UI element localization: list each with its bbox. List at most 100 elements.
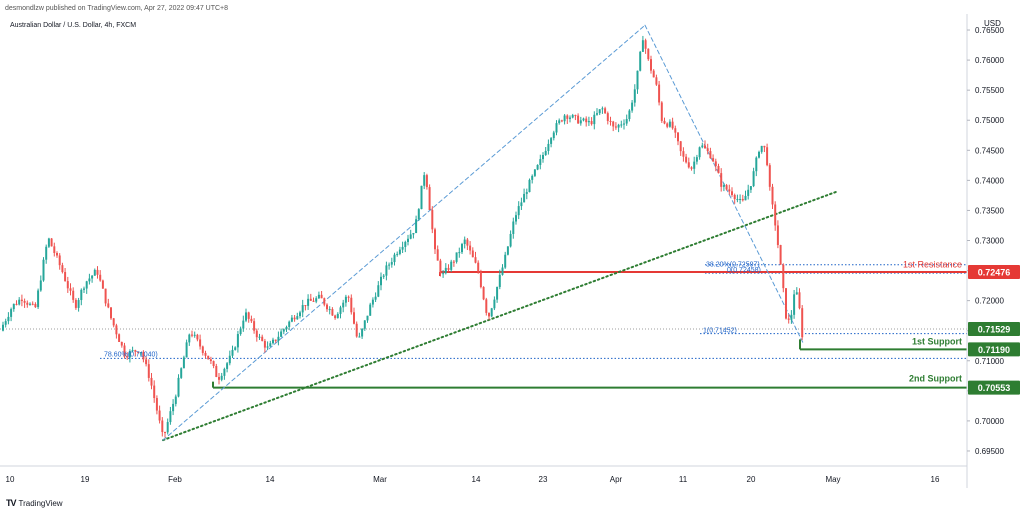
candle-body xyxy=(455,252,458,262)
candle-body xyxy=(633,89,636,103)
candle-body xyxy=(80,289,83,301)
y-tick-label: 0.69500 xyxy=(975,447,1004,456)
tradingview-logo[interactable]: TV TradingView xyxy=(6,498,63,508)
candle-body xyxy=(218,376,220,380)
candle-body xyxy=(31,303,34,305)
candle-body xyxy=(115,325,118,335)
candle-body xyxy=(2,324,4,331)
candle-body xyxy=(334,315,337,319)
candle-body xyxy=(458,252,461,254)
x-tick-label: 19 xyxy=(81,475,90,484)
current-price-label: 0.71529 xyxy=(978,324,1011,334)
candle-body xyxy=(434,229,436,250)
candle-body xyxy=(382,275,385,277)
candle-body xyxy=(512,221,515,234)
x-tick-label: 14 xyxy=(266,475,275,484)
fib-1-label: 1(0.71452) xyxy=(703,328,737,335)
candle-body xyxy=(677,132,679,142)
candle-body xyxy=(569,117,571,119)
support-2-price-label: 0.70553 xyxy=(978,383,1011,393)
candle-body xyxy=(223,368,226,376)
candle-body xyxy=(733,194,736,200)
candle-body xyxy=(158,410,161,421)
candle-body xyxy=(180,368,183,378)
candle-body xyxy=(782,264,785,289)
candle-body xyxy=(423,175,426,186)
y-tick-label: 0.75500 xyxy=(975,86,1004,95)
x-tick-label: Apr xyxy=(610,475,623,484)
candle-body xyxy=(774,204,777,226)
candle-body xyxy=(336,313,339,319)
candle-body xyxy=(350,297,353,313)
candle-body xyxy=(493,299,496,309)
candle-body xyxy=(66,281,69,289)
y-tick-label: 0.76500 xyxy=(975,26,1004,35)
candle-body xyxy=(787,318,790,320)
fib-levels xyxy=(100,264,967,359)
candle-body xyxy=(720,173,723,187)
publisher-header: desmondlzw published on TradingView.com,… xyxy=(5,5,229,12)
candle-body xyxy=(118,334,121,342)
candle-body xyxy=(477,262,480,272)
candle-body xyxy=(45,246,48,260)
candle-body xyxy=(444,267,447,274)
candle-body xyxy=(463,239,466,245)
candle-body xyxy=(536,164,539,170)
y-tick-label: 0.72000 xyxy=(975,297,1004,306)
candle-body xyxy=(307,298,310,306)
resistance-price-label-bg xyxy=(968,265,1020,280)
candle-body xyxy=(447,267,450,270)
candle-body xyxy=(436,249,439,261)
candle-body xyxy=(690,167,693,169)
candle-body xyxy=(501,267,504,275)
candle-body xyxy=(228,355,231,364)
candle-body xyxy=(539,159,542,165)
candle-body xyxy=(442,273,445,275)
candle-body xyxy=(482,287,485,300)
candle-body xyxy=(555,123,558,133)
candle-body xyxy=(64,272,67,282)
candle-body xyxy=(747,189,750,196)
candle-body xyxy=(18,299,21,305)
candle-body xyxy=(385,265,388,276)
candle-body xyxy=(301,305,304,313)
candle-body xyxy=(247,312,250,319)
candle-body xyxy=(717,166,720,174)
candle-body xyxy=(231,349,234,356)
candle-body xyxy=(431,210,434,230)
candle-body xyxy=(666,123,669,127)
candle-body xyxy=(771,186,774,205)
candle-body xyxy=(290,317,293,322)
candle-body xyxy=(53,246,56,254)
candle-body xyxy=(631,102,634,111)
candle-body xyxy=(342,302,345,308)
candle-body xyxy=(153,385,156,399)
fib-0-label: 0(0.72458) xyxy=(727,267,761,274)
candle-body xyxy=(72,290,75,300)
candle-body xyxy=(250,318,253,322)
candle-body xyxy=(614,126,617,128)
y-tick-label: 0.70000 xyxy=(975,417,1004,426)
candle-body xyxy=(660,102,663,121)
candle-body xyxy=(636,70,639,90)
candle-body xyxy=(461,244,463,253)
candle-body xyxy=(671,121,674,129)
candle-body xyxy=(542,155,544,160)
candle-body xyxy=(393,254,396,263)
candle-body xyxy=(166,422,169,433)
candle-body xyxy=(547,143,550,151)
candle-body xyxy=(798,292,801,309)
candle-body xyxy=(77,300,80,308)
y-tick-label: 0.75000 xyxy=(975,116,1004,125)
candle-body xyxy=(693,161,696,169)
candle-body xyxy=(209,359,212,362)
candle-body xyxy=(712,158,715,162)
candle-body xyxy=(263,340,266,348)
candle-body xyxy=(668,121,671,127)
candle-body xyxy=(137,351,139,353)
candle-body xyxy=(207,355,210,360)
x-tick-label: 16 xyxy=(931,475,940,484)
candle-body xyxy=(134,350,137,352)
support-1-label: 1st Support xyxy=(912,336,962,346)
